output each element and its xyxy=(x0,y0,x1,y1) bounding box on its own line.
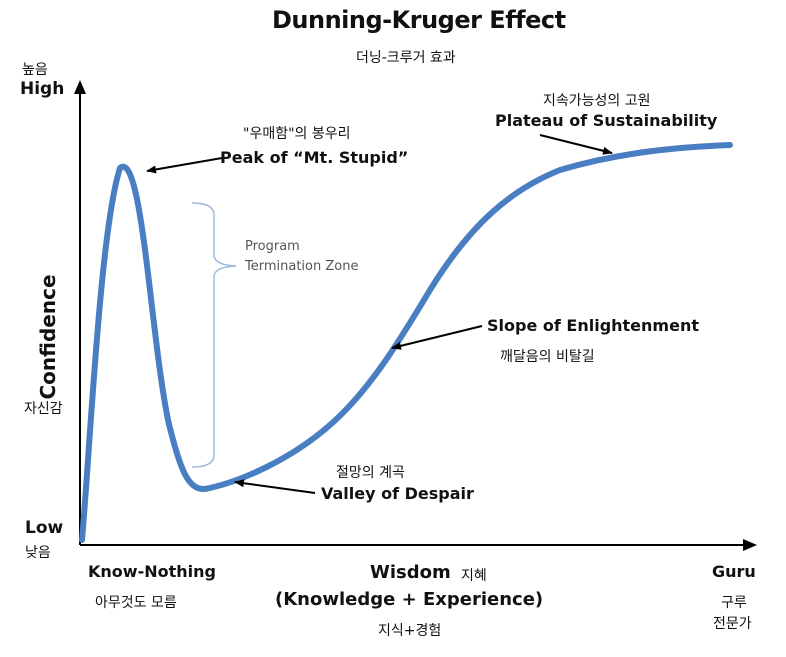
plateau-label-korean: 지속가능성의 고원 xyxy=(543,93,651,109)
termination-zone-bracket xyxy=(191,202,237,468)
x-axis-subtitle-korean: 지식+경험 xyxy=(378,623,442,639)
valley-arrow xyxy=(234,479,316,494)
y-axis-high: High xyxy=(20,79,65,99)
diagram-title: Dunning-Kruger Effect xyxy=(272,6,566,34)
x-axis-end-korean-1: 구루 xyxy=(721,595,747,611)
peak-label: Peak of “Mt. Stupid” xyxy=(220,148,409,167)
slope-label-korean: 깨달음의 비탈길 xyxy=(500,349,595,365)
x-axis-end: Guru xyxy=(712,562,756,581)
x-axis-label: Wisdom xyxy=(370,562,451,583)
valley-label: Valley of Despair xyxy=(321,484,474,503)
y-axis-label-korean: 자신감 xyxy=(24,401,63,417)
x-axis-subtitle: (Knowledge + Experience) xyxy=(275,589,544,610)
x-axis-end-korean-2: 전문가 xyxy=(713,616,752,632)
confidence-curve xyxy=(79,142,733,543)
x-axis-start: Know-Nothing xyxy=(88,562,216,581)
diagram-subtitle-korean: 더닝-크루거 효과 xyxy=(356,50,456,66)
x-axis-start-korean: 아무것도 모름 xyxy=(95,595,177,611)
plateau-arrow xyxy=(539,134,613,155)
peak-arrow xyxy=(146,157,223,174)
y-axis-low: Low xyxy=(25,518,64,538)
y-axis-high-korean: 높음 xyxy=(22,62,48,78)
peak-label-korean: "우매함"의 봉우리 xyxy=(243,126,351,142)
slope-arrow xyxy=(391,325,483,350)
termination-zone-label-2: Termination Zone xyxy=(245,259,359,274)
slope-label: Slope of Enlightenment xyxy=(487,316,699,335)
valley-label-korean: 절망의 계곡 xyxy=(336,465,405,481)
x-axis-label-korean: 지혜 xyxy=(461,568,487,584)
y-axis-label: Confidence xyxy=(36,274,60,400)
y-axis-low-korean: 낮음 xyxy=(25,545,51,561)
plateau-label: Plateau of Sustainability xyxy=(495,111,718,130)
termination-zone-label-1: Program xyxy=(245,239,300,254)
